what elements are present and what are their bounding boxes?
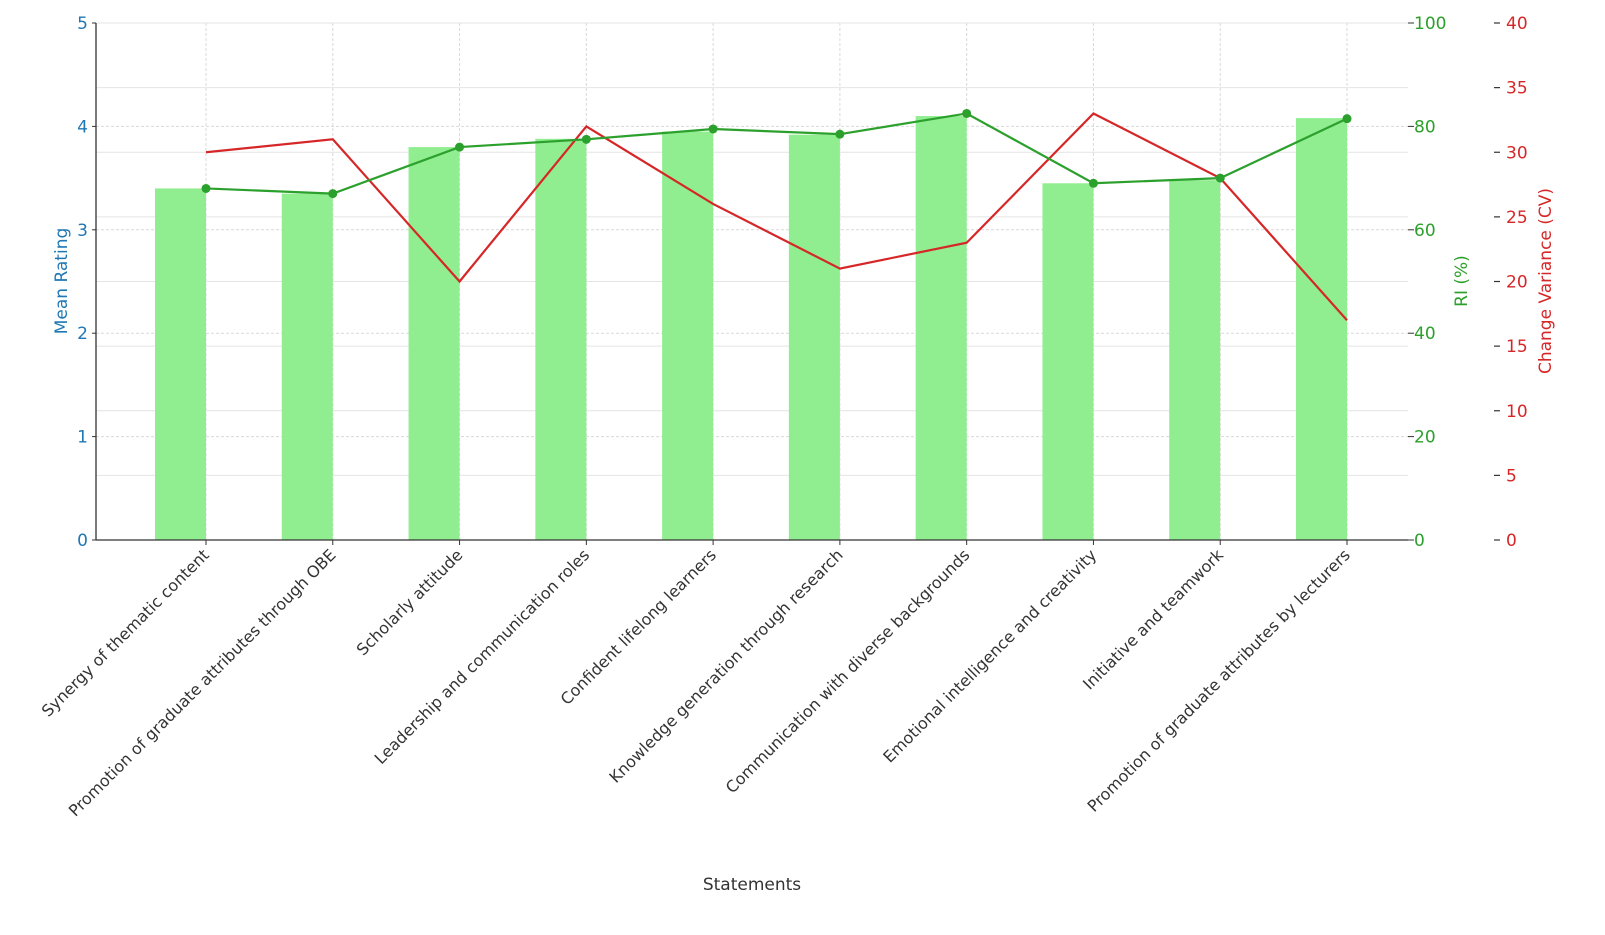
bar [662,131,714,540]
bar [1169,180,1221,540]
ri-marker [962,108,972,118]
bar [408,147,460,540]
y-tick-label-right-cv: 35 [1506,79,1528,99]
bar [535,138,587,541]
y-tick-label-right-cv: 40 [1506,14,1528,34]
y-tick-label-right-ri: 100 [1414,14,1446,34]
x-tick-label: Promotion of graduate attributes through… [65,545,340,820]
ri-marker [835,129,845,139]
x-tick-label: Emotional intelligence and creativity [879,545,1100,766]
ri-marker [455,142,465,152]
ri-marker [201,183,211,193]
x-tick-label: Communication with diverse backgrounds [722,545,974,797]
mean-rating-bars [155,116,1347,541]
y-tick-label-left: 0 [77,531,88,551]
y-tick-label-left: 4 [77,117,88,137]
y-tick-label-right-cv: 0 [1506,531,1517,551]
y-tick-label-right-ri: 40 [1414,324,1436,344]
y-tick-label-right-cv: 25 [1506,208,1528,228]
cv-line [205,112,1348,322]
y-tick-label-right-cv: 10 [1506,402,1528,422]
y-axis-right-ri-title: RI (%) [1452,255,1472,307]
x-axis-title: Statements [703,875,801,895]
ri-marker [1088,178,1098,188]
y-tick-label-left: 5 [77,14,88,34]
bar [915,116,967,540]
cv-polyline [205,112,1348,322]
ri-polyline [205,112,1348,195]
x-tick-label: Promotion of graduate attributes by lect… [1084,545,1354,815]
ri-marker [1342,114,1352,124]
axes: 0 1 2 3 4 5 0 20 40 60 80 100 0 5 10 15 20 25 30 35 40 [77,14,1527,551]
bar [1296,118,1347,541]
ri-marker [581,134,591,144]
ri-marker [1215,173,1225,183]
y-tick-label-right-ri: 80 [1414,117,1436,137]
y-tick-label-right-ri: 60 [1414,221,1436,241]
bar [281,193,333,541]
x-tick-label: Initiative and teamwork [1079,545,1228,694]
y-tick-label-right-cv: 30 [1506,143,1528,163]
y-tick-label-left: 3 [77,221,88,241]
y-tick-label-left: 1 [77,428,88,448]
y-tick-label-right-cv: 5 [1506,466,1517,486]
y-tick-label-right-ri: 20 [1414,428,1436,448]
ri-line [201,108,1352,199]
x-tick-label: Scholarly attitude [353,545,467,659]
x-tick-label: Knowledge generation through research [605,545,846,786]
y-tick-label-left: 2 [77,324,88,344]
y-axis-right-cv-title: Change Variance (CV) [1536,188,1556,374]
ri-marker [328,189,338,199]
bar [788,134,840,540]
x-tick-label: Leadership and communication roles [371,545,594,768]
y-tick-label-right-cv: 20 [1506,273,1528,293]
y-tick-label-right-ri: 0 [1414,531,1425,551]
y-tick-label-right-cv: 15 [1506,337,1528,357]
y-axis-left-title: Mean Rating [52,228,72,335]
bar [155,188,206,540]
bar [1042,183,1094,540]
ri-marker [708,124,718,134]
